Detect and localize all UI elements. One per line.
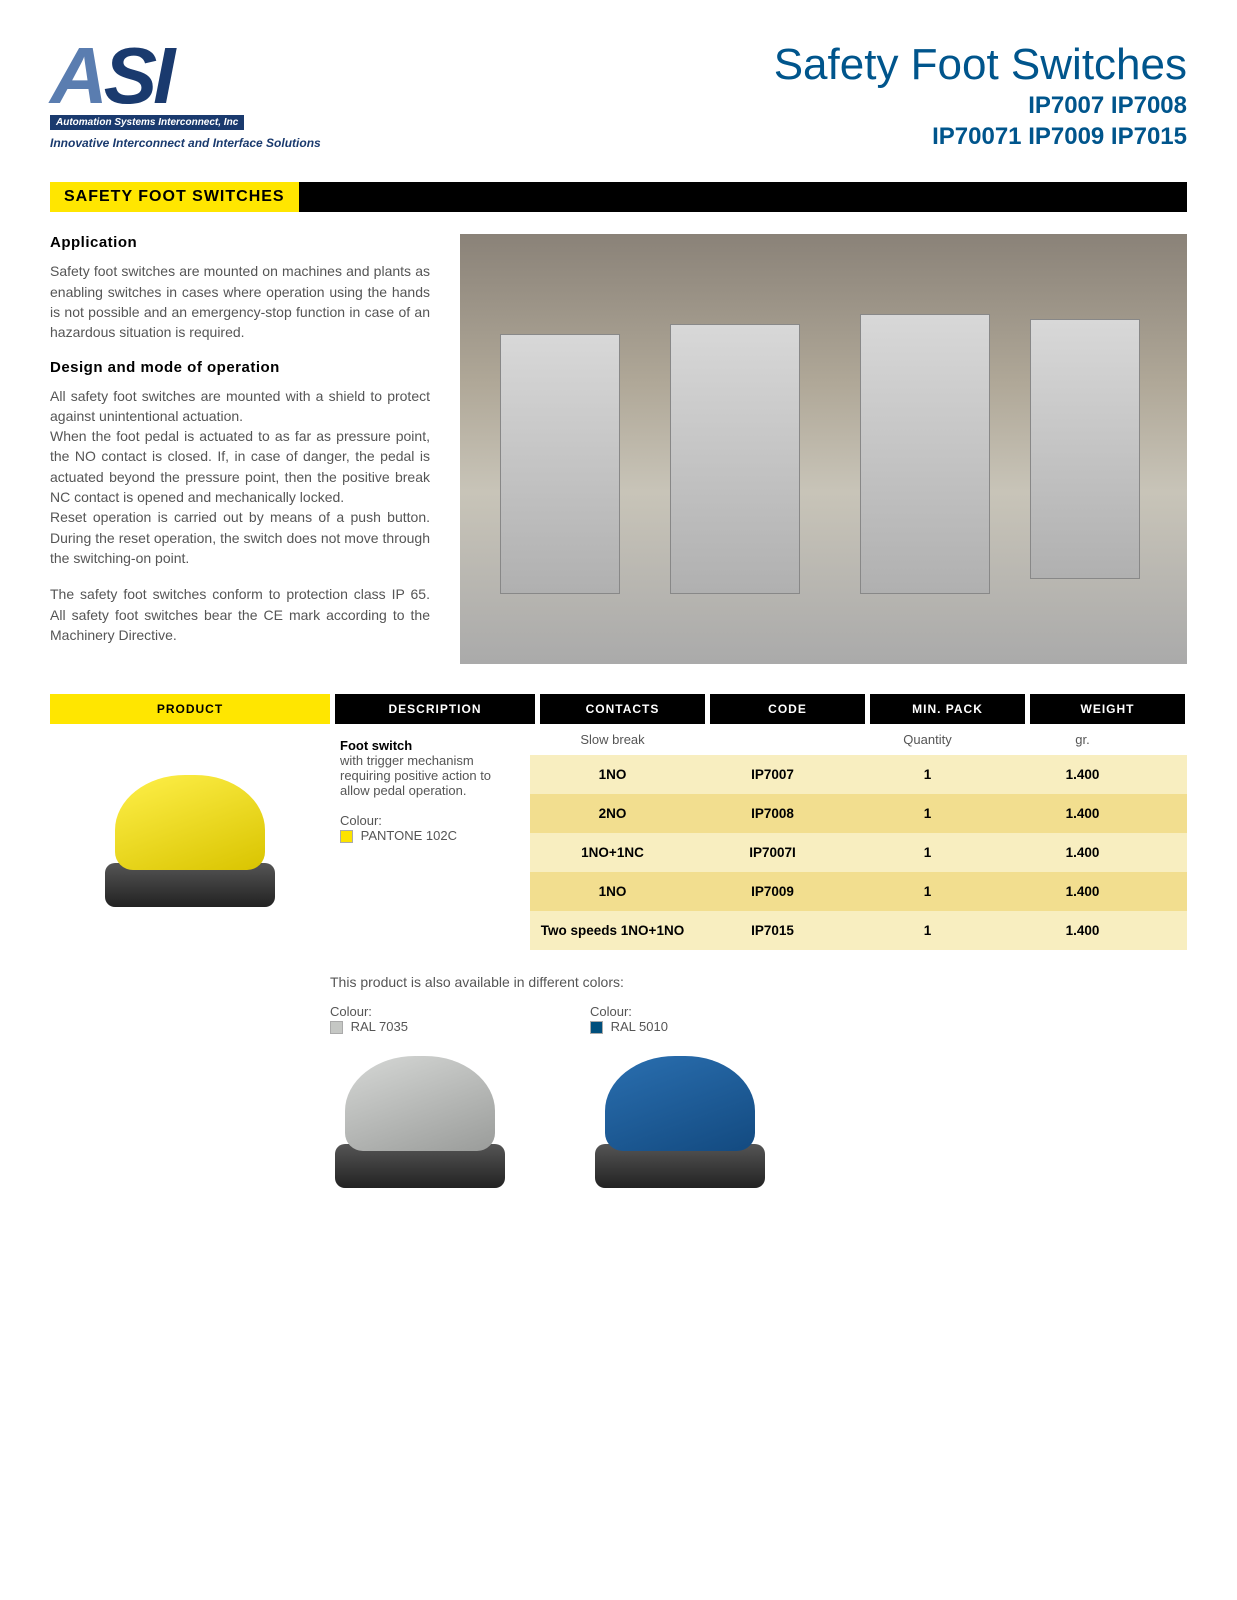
photo-column xyxy=(460,234,1187,664)
title-models-2: IP70071 IP7009 IP7015 xyxy=(774,121,1187,152)
text-column: Application Safety foot switches are mou… xyxy=(50,234,430,664)
cell-contacts: Two speeds 1NO+1NO xyxy=(530,911,695,950)
application-heading: Application xyxy=(50,234,430,251)
cell-code: IP7007 xyxy=(695,755,850,794)
desc-colour-name: PANTONE 102C xyxy=(361,828,457,843)
table-row: 1NOIP700911.400 xyxy=(530,872,1187,911)
page-title: Safety Foot Switches xyxy=(774,40,1187,90)
product-table: PRODUCT DESCRIPTION CONTACTS CODE MIN. P… xyxy=(50,694,1187,950)
cell-contacts: 1NO+1NC xyxy=(530,833,695,872)
cell-contacts: 1NO xyxy=(530,872,695,911)
title-block: Safety Foot Switches IP7007 IP7008 IP700… xyxy=(774,40,1187,152)
cell-weight: 1.400 xyxy=(1005,755,1160,794)
table-row: 1NO+1NCIP7007I11.400 xyxy=(530,833,1187,872)
page-header: ASI Automation Systems Interconnect, Inc… xyxy=(50,40,1187,152)
colour-swatch-icon xyxy=(340,830,353,843)
logo-block: ASI Automation Systems Interconnect, Inc… xyxy=(50,40,390,150)
subh-weight: gr. xyxy=(1005,724,1160,755)
th-minpack: MIN. PACK xyxy=(870,694,1025,724)
cell-pack: 1 xyxy=(850,911,1005,950)
section-bar: SAFETY FOOT SWITCHES xyxy=(50,182,1187,212)
content-row: Application Safety foot switches are mou… xyxy=(50,234,1187,664)
application-body: Safety foot switches are mounted on mach… xyxy=(50,261,430,342)
th-code: CODE xyxy=(710,694,865,724)
cell-code: IP7008 xyxy=(695,794,850,833)
section-bar-label: SAFETY FOOT SWITCHES xyxy=(50,182,299,212)
foot-switch-yellow xyxy=(100,767,280,907)
sub-header-row: Slow break Quantity gr. xyxy=(530,724,1187,755)
variants-note: This product is also available in differ… xyxy=(330,974,1187,990)
desc-body: with trigger mechanism requiring positiv… xyxy=(340,753,491,798)
th-contacts: CONTACTS xyxy=(540,694,705,724)
design-heading: Design and mode of operation xyxy=(50,359,430,376)
th-description: DESCRIPTION xyxy=(335,694,535,724)
variant-item: Colour: RAL 5010 xyxy=(590,1004,770,1188)
subh-contacts: Slow break xyxy=(530,724,695,755)
variant-item: Colour: RAL 7035 xyxy=(330,1004,510,1188)
foot-switch-variant xyxy=(590,1048,770,1188)
table-row: Two speeds 1NO+1NOIP701511.400 xyxy=(530,911,1187,950)
colour-swatch-icon xyxy=(590,1021,603,1034)
title-models-1: IP7007 IP7008 xyxy=(774,90,1187,121)
cell-contacts: 2NO xyxy=(530,794,695,833)
product-image-cell xyxy=(50,724,330,950)
design-body-2: The safety foot switches conform to prot… xyxy=(50,584,430,645)
cell-pack: 1 xyxy=(850,755,1005,794)
cell-weight: 1.400 xyxy=(1005,911,1160,950)
cell-pack: 1 xyxy=(850,833,1005,872)
variant-colour-label: Colour: xyxy=(590,1004,770,1019)
description-cell: Foot switch with trigger mechanism requi… xyxy=(330,724,530,950)
colour-swatch-icon xyxy=(330,1021,343,1034)
cell-contacts: 1NO xyxy=(530,755,695,794)
design-body-1: All safety foot switches are mounted wit… xyxy=(50,386,430,569)
cell-code: IP7009 xyxy=(695,872,850,911)
variant-colour-name: RAL 5010 xyxy=(611,1019,668,1034)
logo-text: ASI xyxy=(50,40,390,112)
table-row: 2NOIP700811.400 xyxy=(530,794,1187,833)
cell-code: IP7007I xyxy=(695,833,850,872)
table-header-row: PRODUCT DESCRIPTION CONTACTS CODE MIN. P… xyxy=(50,694,1187,724)
cell-weight: 1.400 xyxy=(1005,872,1160,911)
th-weight: WEIGHT xyxy=(1030,694,1185,724)
logo-subtitle: Automation Systems Interconnect, Inc xyxy=(50,115,244,130)
cell-pack: 1 xyxy=(850,794,1005,833)
factory-photo xyxy=(460,234,1187,664)
desc-colour-label: Colour: xyxy=(340,813,382,828)
cell-weight: 1.400 xyxy=(1005,794,1160,833)
logo-tagline: Innovative Interconnect and Interface So… xyxy=(50,136,390,150)
foot-switch-variant xyxy=(330,1048,510,1188)
variant-colour-name: RAL 7035 xyxy=(351,1019,408,1034)
desc-title: Foot switch xyxy=(340,738,412,753)
cell-weight: 1.400 xyxy=(1005,833,1160,872)
subh-code xyxy=(695,724,850,755)
section-bar-fill xyxy=(299,182,1187,212)
table-body: Foot switch with trigger mechanism requi… xyxy=(50,724,1187,950)
subh-minpack: Quantity xyxy=(850,724,1005,755)
cell-pack: 1 xyxy=(850,872,1005,911)
th-product: PRODUCT xyxy=(50,694,330,724)
data-block: Slow break Quantity gr. 1NOIP700711.4002… xyxy=(530,724,1187,950)
cell-code: IP7015 xyxy=(695,911,850,950)
variants-row: Colour: RAL 7035Colour: RAL 5010 xyxy=(330,1004,1187,1188)
variant-colour-label: Colour: xyxy=(330,1004,510,1019)
table-row: 1NOIP700711.400 xyxy=(530,755,1187,794)
